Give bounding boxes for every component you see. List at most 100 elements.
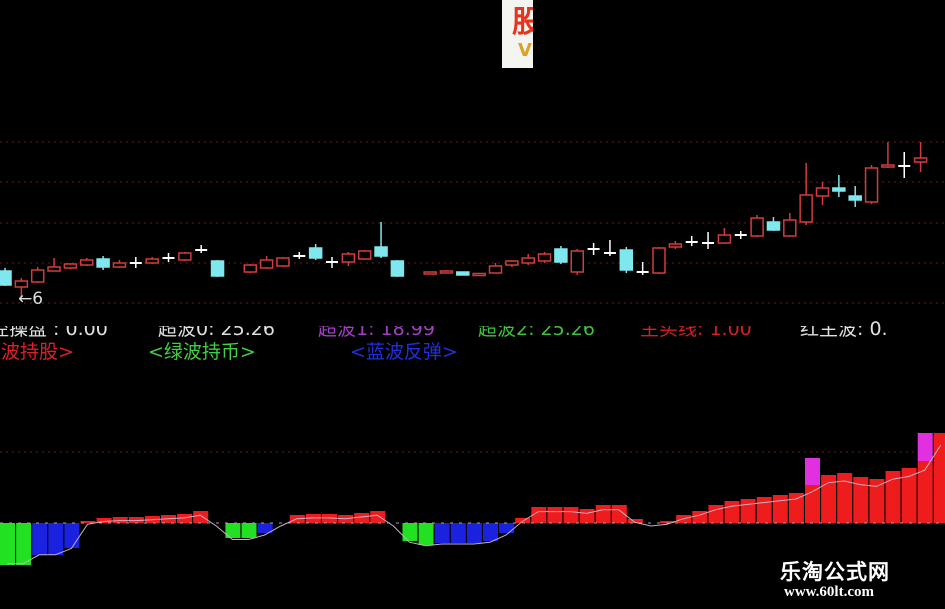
candle [488,263,503,274]
candle-body [145,258,159,264]
indicator-bar [483,523,498,541]
candle [145,257,159,264]
candle [63,263,78,269]
candle [505,260,519,267]
indicator-line [7,444,942,565]
candle-body [243,264,257,273]
candle [439,270,454,274]
candle [326,257,338,268]
indicator-bar [563,507,579,523]
candle [390,260,405,277]
candle-body [570,250,584,273]
candle [30,267,45,283]
logo-sub: V [518,40,532,61]
indicator-bar [547,507,563,523]
legend-blue-wave: <蓝波反弹> [350,341,458,363]
candle [668,241,683,249]
candle-body [374,246,388,257]
candle-body [619,249,634,271]
indicator-bar [354,513,370,523]
indicator-bar [466,523,482,543]
indicator-bar [805,485,820,523]
candle [570,249,584,275]
candle-body [750,217,764,237]
candle [259,256,274,269]
indicator-bar [869,479,885,523]
candle-body [881,164,895,168]
indicator-bars [0,433,945,565]
indicator-bar [418,523,434,545]
candle-body [112,262,127,268]
grid-lines [0,141,945,453]
indicator-bar [917,461,933,523]
candle [178,252,192,261]
candle-body [259,259,274,269]
indicator-bar [225,523,241,538]
candle-body [668,243,683,248]
indicator-bar [434,523,450,543]
indicator-bar-peak [917,433,933,461]
indicator-bar [370,511,386,523]
candle [913,142,928,172]
candle-body [456,271,470,276]
legend-red-wave: 红波持股> [0,341,74,363]
candle [276,257,290,267]
candle [96,256,110,270]
indicator-bar [96,518,112,523]
indicator-bar [579,509,595,523]
candle [864,165,879,204]
candle [47,258,61,272]
candle [374,222,388,258]
candle-body [521,257,535,264]
candle [129,257,142,268]
candle [832,175,846,197]
candle-body [488,265,503,274]
candle [587,243,600,255]
candle [799,163,813,225]
indicator-bar [740,499,756,523]
watermark-url: www.60lt.com [784,584,874,600]
candle [702,232,715,249]
indicator-bar [627,519,643,523]
candle-body [848,195,862,201]
watermark-title: 乐淘公式网 [780,560,890,584]
candle [766,217,781,231]
candle-body [30,269,45,283]
candle [456,271,470,276]
indicator-bar [305,514,321,523]
indicator-bar [515,518,531,523]
candle [734,231,747,239]
indicator-bar [837,473,853,523]
candle [308,244,323,260]
candle-body [308,247,323,259]
indicator-bar [64,523,80,548]
candle [162,253,175,262]
candle [80,258,94,266]
indicator-bar [933,433,945,523]
candle-body [390,260,405,277]
indicator-bar [257,523,273,533]
candle [472,272,486,277]
indicator-bar [901,468,917,523]
legend-mask [0,316,870,326]
legend-green-wave: <绿波持币> [148,341,256,363]
candle-body [210,260,225,277]
candle-body [63,263,78,269]
indicator-bar [821,475,837,523]
candle-body [766,221,781,231]
indicator-bar-peak [805,458,820,485]
candle [210,260,225,277]
candle-body [864,167,879,203]
candle [0,268,12,286]
indicator-bar [112,517,128,523]
candle [341,252,356,266]
indicator-bar [128,517,144,523]
candle [619,247,634,273]
candle-body [439,270,454,274]
indicator-bar [885,471,901,523]
candle [112,260,127,268]
candle-body [276,257,290,267]
candle-body [799,194,813,223]
indicator-bar [660,521,676,523]
indicator-bar [853,477,869,523]
